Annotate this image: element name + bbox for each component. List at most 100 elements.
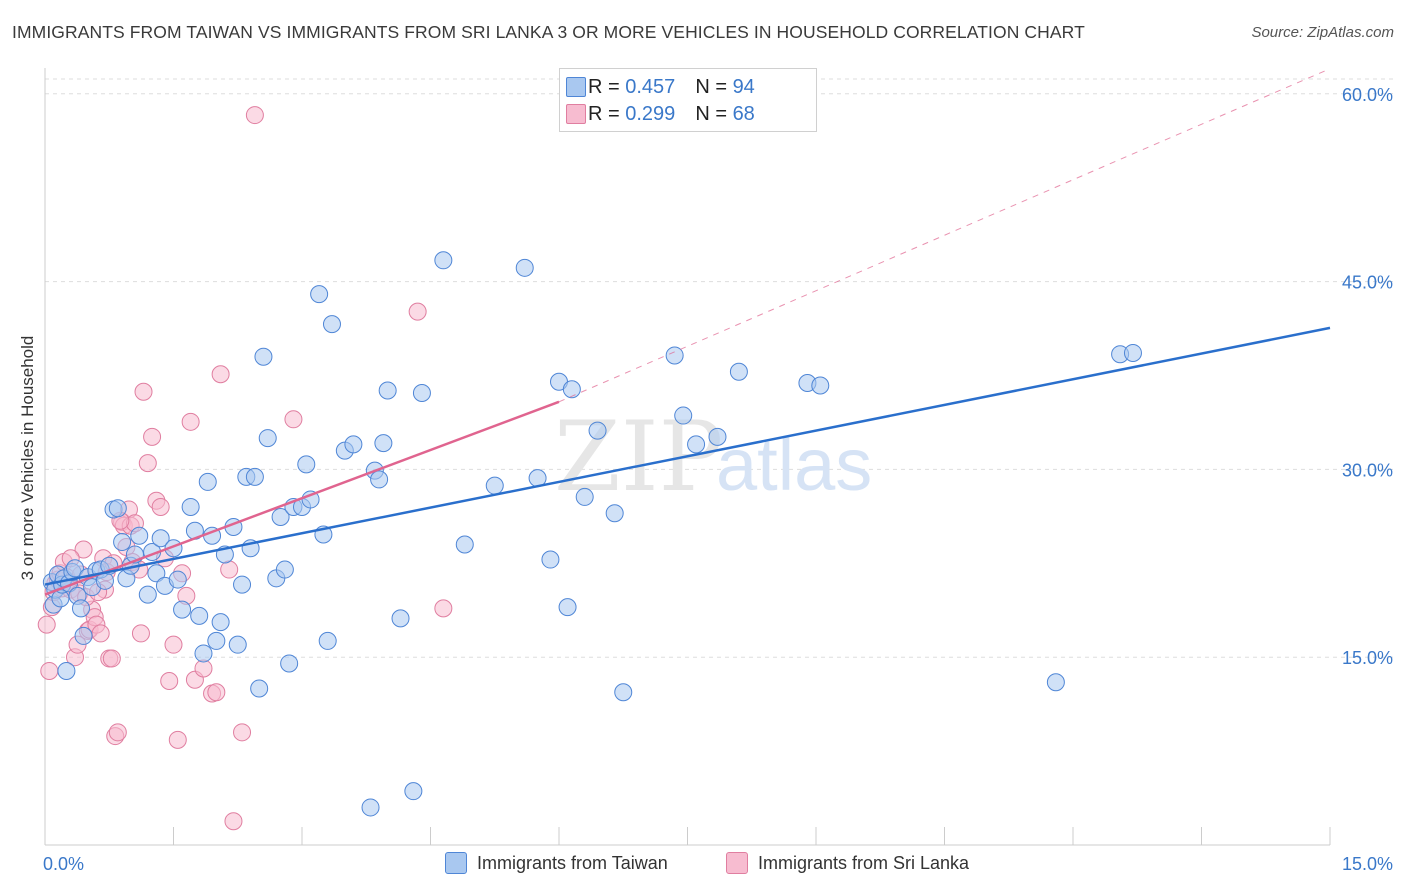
y-tick-label: 30.0%: [1342, 460, 1393, 480]
taiwan-point: [211, 613, 230, 632]
grid-layer: [45, 78, 1395, 658]
taiwan-point: [374, 434, 393, 453]
taiwan-point: [412, 384, 431, 403]
taiwan-point: [361, 798, 380, 817]
taiwan-trend-line: [44, 326, 1331, 586]
taiwan-point: [1123, 343, 1142, 362]
taiwan-point: [173, 600, 192, 619]
bottom-legend-taiwan: Immigrants from Taiwan: [445, 850, 668, 876]
correlation-legend: R = 0.457 N = 94 R = 0.299 N = 68: [559, 68, 817, 132]
taiwan-point: [198, 472, 217, 491]
axis-layer: [44, 68, 1331, 846]
srilanka-point: [151, 497, 170, 516]
taiwan-point: [485, 476, 504, 495]
srilanka-point: [211, 365, 230, 384]
taiwan-point: [151, 529, 170, 548]
y-axis-title: 3 or more Vehicles in Household: [18, 335, 37, 581]
taiwan-point: [562, 380, 581, 399]
srilanka-point: [160, 671, 179, 690]
taiwan-point: [258, 429, 277, 448]
taiwan-point: [65, 559, 84, 578]
taiwan-point: [378, 381, 397, 400]
bottom-legend-label-srilanka: Immigrants from Sri Lanka: [758, 852, 970, 873]
srilanka-point: [131, 624, 150, 643]
srilanka-point: [207, 683, 226, 702]
legend-n-label: N =: [695, 102, 727, 125]
taiwan-point: [275, 560, 294, 579]
taiwan-point: [181, 497, 200, 516]
legend-r-label: R =: [588, 102, 620, 125]
taiwan-point: [228, 635, 247, 654]
legend-n-value-taiwan: 94: [732, 75, 755, 98]
legend-row-taiwan: R = 0.457 N = 94: [566, 75, 755, 99]
srilanka-point: [220, 560, 239, 579]
taiwan-point: [558, 598, 577, 617]
bottom-legend-swatch-srilanka: [726, 852, 748, 874]
taiwan-point: [1046, 673, 1065, 692]
srilanka-trend-extension: [558, 68, 1331, 403]
taiwan-point: [455, 535, 474, 554]
y-tick-label: 15.0%: [1342, 648, 1393, 668]
taiwan-point: [588, 421, 607, 440]
taiwan-point: [233, 575, 252, 594]
taiwan-point: [57, 661, 76, 680]
taiwan-point: [71, 599, 90, 618]
taiwan-point: [344, 435, 363, 454]
taiwan-point: [665, 346, 684, 365]
srilanka-trend-line: [44, 400, 560, 596]
taiwan-point: [404, 782, 423, 801]
trend-layer: [44, 68, 1331, 596]
taiwan-point: [687, 435, 706, 454]
taiwan-point: [614, 683, 633, 702]
taiwan-point: [245, 467, 264, 486]
srilanka-point: [108, 723, 127, 742]
taiwan-point: [434, 251, 453, 270]
taiwan-point: [147, 564, 166, 583]
srilanka-point: [91, 624, 110, 643]
taiwan-point: [190, 606, 209, 625]
taiwan-point: [250, 679, 269, 698]
legend-r-label: R =: [588, 75, 620, 98]
bottom-legend-srilanka: Immigrants from Sri Lanka: [726, 850, 969, 876]
bottom-legend-label-taiwan: Immigrants from Taiwan: [477, 852, 668, 873]
srilanka-point: [40, 661, 59, 680]
y-tick-label: 45.0%: [1342, 273, 1393, 293]
taiwan-point: [318, 631, 337, 650]
y-tick-label: 60.0%: [1342, 85, 1393, 105]
bottom-legend-swatch-taiwan: [445, 852, 467, 874]
taiwan-point: [575, 487, 594, 506]
taiwan-point: [370, 470, 389, 489]
taiwan-point: [138, 585, 157, 604]
x-tick-label-min: 0.0%: [43, 854, 84, 874]
taiwan-point: [74, 626, 93, 645]
srilanka-point: [102, 649, 121, 668]
srilanka-point: [134, 382, 153, 401]
tick-label-layer: 15.0% 30.0% 45.0% 60.0% 0.0% 15.0%: [43, 85, 1393, 874]
chart-title: IMMIGRANTS FROM TAIWAN VS IMMIGRANTS FRO…: [12, 22, 1085, 42]
taiwan-point: [515, 258, 534, 277]
watermark-atlas: atlas: [716, 423, 872, 506]
srilanka-point: [233, 723, 252, 742]
taiwan-point: [168, 570, 187, 589]
taiwan-point: [729, 362, 748, 381]
taiwan-point: [254, 347, 273, 366]
srilanka-point: [168, 730, 187, 749]
taiwan-point: [194, 644, 213, 663]
x-tick-label-max: 15.0%: [1342, 854, 1393, 874]
srilanka-point: [164, 635, 183, 654]
srilanka-point: [143, 427, 162, 446]
srilanka-point: [434, 599, 453, 618]
legend-swatch-srilanka: [566, 104, 586, 124]
taiwan-point: [280, 654, 299, 673]
taiwan-point: [113, 533, 132, 552]
taiwan-point: [811, 376, 830, 395]
taiwan-point: [297, 455, 316, 474]
legend-r-value-taiwan: 0.457: [625, 75, 676, 98]
srilanka-point: [408, 302, 427, 321]
srilanka-point: [138, 454, 157, 473]
srilanka-point: [37, 615, 56, 634]
legend-r-value-srilanka: 0.299: [625, 102, 676, 125]
srilanka-point: [245, 106, 264, 125]
srilanka-point: [194, 659, 213, 678]
legend-n-value-srilanka: 68: [732, 102, 755, 125]
